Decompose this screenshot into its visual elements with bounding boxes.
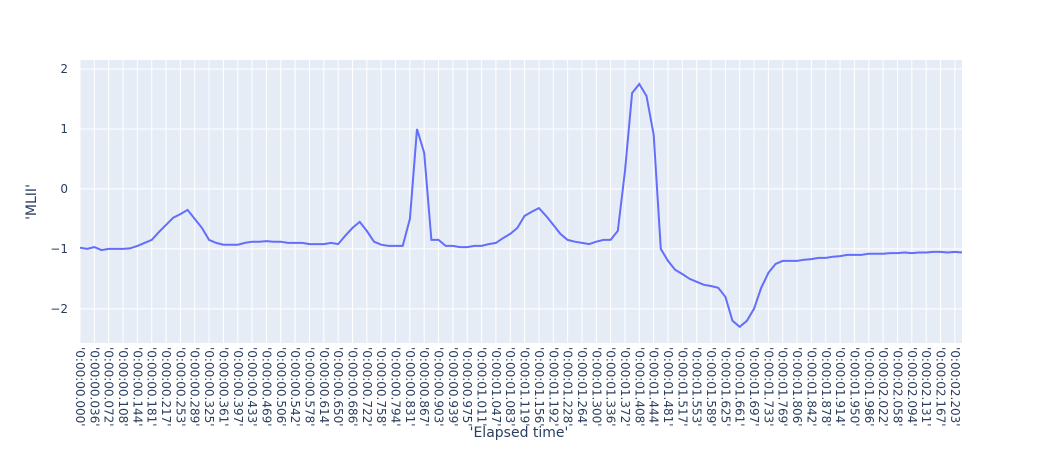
x-tick-label: '0:00:01.842' (804, 347, 818, 427)
x-tick-label: '0:00:00.794' (389, 347, 403, 427)
x-tick-label: '0:00:00.144' (130, 347, 144, 427)
x-tick-label: '0:00:00.181' (145, 347, 159, 427)
x-tick-label: '0:00:00.758' (374, 347, 388, 427)
x-tick-label: '0:00:01.300' (589, 347, 603, 427)
x-tick-label: '0:00:02.094' (905, 347, 919, 427)
x-tick-label: '0:00:00.072' (102, 347, 116, 427)
x-tick-label: '0:00:01.481' (661, 347, 675, 427)
y-tick-label: 1 (60, 122, 68, 136)
x-tick-label: '0:00:00.108' (116, 347, 130, 427)
x-tick-label: '0:00:00.325' (202, 347, 216, 427)
x-tick-label: '0:00:01.733' (761, 347, 775, 427)
x-tick-label: '0:00:00.253' (173, 347, 187, 427)
x-tick-label: '0:00:00.614' (317, 347, 331, 427)
x-tick-label: '0:00:00.722' (360, 347, 374, 427)
data-line (79, 82, 963, 329)
x-tick-label: '0:00:01.806' (790, 347, 804, 427)
x-tick-label: '0:00:00.903' (432, 347, 446, 427)
x-tick-label: '0:00:00.000' (73, 347, 87, 427)
x-tick-label: '0:00:00.506' (274, 347, 288, 427)
x-tick-label: '0:00:00.397' (231, 347, 245, 427)
x-tick-label: '0:00:01.047' (489, 347, 503, 427)
x-tick-label: '0:00:01.589' (704, 347, 718, 427)
x-tick-label: '0:00:01.914' (833, 347, 847, 427)
x-tick-label: '0:00:01.156' (532, 347, 546, 427)
x-tick-label: '0:00:02.131' (919, 347, 933, 427)
x-tick-label: '0:00:01.661' (733, 347, 747, 427)
x-tick-label: '0:00:00.939' (446, 347, 460, 427)
x-tick-label: '0:00:01.083' (503, 347, 517, 427)
x-tick-label: '0:00:01.372' (618, 347, 632, 427)
x-tick-label: '0:00:02.203' (948, 347, 962, 427)
x-tick-label: '0:00:00.036' (87, 347, 101, 427)
y-tick-label: −2 (50, 302, 68, 316)
x-tick-label: '0:00:00.361' (216, 347, 230, 427)
x-tick-label: '0:00:00.650' (331, 347, 345, 427)
x-tick-label: '0:00:01.553' (690, 347, 704, 427)
x-tick-label: '0:00:01.228' (561, 347, 575, 427)
x-tick-label: '0:00:00.975' (460, 347, 474, 427)
x-tick-label: '0:00:01.986' (862, 347, 876, 427)
x-tick-label: '0:00:00.867' (417, 347, 431, 427)
x-tick-label: '0:00:00.433' (245, 347, 259, 427)
x-tick-label: '0:00:01.408' (632, 347, 646, 427)
x-tick-label: '0:00:02.058' (890, 347, 904, 427)
x-tick-label: '0:00:00.469' (259, 347, 273, 427)
x-tick-label: '0:00:01.625' (718, 347, 732, 427)
x-tick-label: '0:00:00.289' (188, 347, 202, 427)
y-tick-label: 2 (60, 62, 68, 76)
x-tick-label: '0:00:00.831' (403, 347, 417, 427)
x-tick-label: '0:00:00.686' (345, 347, 359, 427)
x-tick-label: '0:00:01.336' (604, 347, 618, 427)
x-tick-label: '0:00:01.011' (475, 347, 489, 427)
x-tick-label: '0:00:00.578' (302, 347, 316, 427)
y-axis-title: 'MLII' (24, 184, 40, 220)
x-tick-label: '0:00:01.697' (747, 347, 761, 427)
x-tick-label: '0:00:01.950' (847, 347, 861, 427)
plot-area (80, 60, 962, 343)
x-tick-label: '0:00:01.264' (575, 347, 589, 427)
x-tick-label: '0:00:01.769' (776, 347, 790, 427)
x-axis-title: 'Elapsed time' (470, 425, 569, 441)
y-tick-label: 0 (60, 182, 68, 196)
x-tick-label: '0:00:01.444' (647, 347, 661, 427)
x-tick-label: '0:00:00.542' (288, 347, 302, 427)
x-tick-label: '0:00:02.022' (876, 347, 890, 427)
x-tick-label: '0:00:01.517' (675, 347, 689, 427)
x-tick-label: '0:00:00.217' (159, 347, 173, 427)
x-tick-label: '0:00:01.192' (546, 347, 560, 427)
x-tick-label: '0:00:01.119' (518, 347, 532, 427)
x-tick-label: '0:00:02.167' (933, 347, 947, 427)
y-tick-label: −1 (50, 242, 68, 256)
x-tick-label: '0:00:01.878' (819, 347, 833, 427)
